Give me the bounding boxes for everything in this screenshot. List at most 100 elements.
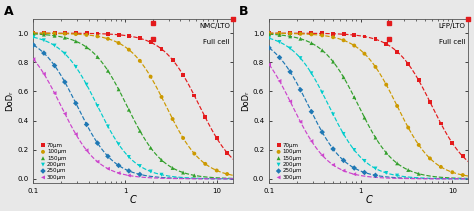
300μm: [72, 133, 80, 136]
150μm: [350, 95, 358, 99]
Legend: 70μm, 100μm, 150μm, 200μm, 250μm, 300μm: 70μm, 100μm, 150μm, 200μm, 250μm, 300μm: [276, 142, 302, 180]
150μm: [319, 49, 326, 52]
100μm: [276, 32, 283, 35]
300μm: [340, 169, 347, 172]
100μm: [201, 162, 209, 166]
100μm: [169, 117, 176, 121]
100μm: [104, 37, 112, 41]
100μm: [329, 35, 337, 39]
Point: [121, 31, 129, 35]
X-axis label: C: C: [130, 195, 137, 206]
200μm: [61, 52, 69, 55]
Text: LFP/LTO: LFP/LTO: [438, 23, 465, 29]
250μm: [372, 174, 379, 177]
100μm: [147, 75, 155, 78]
100μm: [404, 126, 412, 129]
150μm: [125, 108, 133, 111]
100μm: [448, 170, 456, 174]
150μm: [104, 69, 112, 72]
250μm: [51, 64, 58, 67]
250μm: [276, 56, 283, 59]
200μm: [51, 44, 58, 47]
300μm: [329, 163, 337, 167]
70μm: [329, 32, 337, 35]
100μm: [40, 32, 48, 35]
70μm: [30, 31, 37, 35]
100μm: [361, 52, 368, 55]
70μm: [72, 32, 80, 35]
70μm: [372, 38, 379, 41]
100μm: [308, 33, 315, 36]
200μm: [40, 39, 48, 42]
70μm: [404, 62, 412, 66]
70μm: [361, 35, 368, 38]
150μm: [276, 33, 283, 37]
70μm: [459, 155, 466, 158]
250μm: [350, 166, 358, 170]
150μm: [308, 41, 315, 45]
150μm: [297, 37, 304, 41]
Point: [357, 31, 365, 35]
70μm: [83, 32, 91, 35]
70μm: [213, 137, 220, 140]
200μm: [30, 35, 37, 39]
200μm: [276, 40, 283, 44]
100μm: [437, 165, 445, 169]
150μm: [372, 136, 379, 139]
Text: Full cell: Full cell: [439, 39, 465, 45]
300μm: [319, 154, 326, 157]
150μm: [115, 88, 122, 91]
100μm: [51, 32, 58, 35]
300μm: [308, 139, 315, 143]
70μm: [94, 32, 101, 35]
100μm: [158, 95, 165, 99]
70μm: [383, 42, 390, 46]
150μm: [94, 55, 101, 59]
150μm: [179, 171, 187, 174]
200μm: [383, 171, 390, 175]
300μm: [350, 173, 358, 176]
200μm: [308, 72, 315, 75]
100μm: [415, 143, 422, 147]
200μm: [265, 37, 273, 40]
70μm: [393, 50, 401, 53]
100μm: [179, 136, 187, 140]
300μm: [286, 100, 294, 103]
70μm: [308, 32, 315, 35]
150μm: [83, 46, 91, 49]
250μm: [340, 159, 347, 162]
150μm: [158, 158, 165, 162]
250μm: [40, 51, 48, 55]
200μm: [136, 164, 144, 168]
70μm: [201, 116, 209, 119]
150μm: [404, 168, 412, 172]
Legend: 70μm, 100μm, 150μm, 200μm, 250μm, 300μm: 70μm, 100μm, 150μm, 200μm, 250μm, 300μm: [40, 142, 67, 180]
100μm: [125, 48, 133, 51]
300μm: [104, 167, 112, 170]
300μm: [265, 63, 273, 66]
150μm: [340, 76, 347, 79]
70μm: [158, 47, 165, 51]
70μm: [426, 100, 434, 104]
100μm: [213, 169, 220, 172]
100μm: [340, 39, 347, 42]
200μm: [286, 47, 294, 50]
200μm: [372, 167, 379, 170]
70μm: [147, 41, 155, 44]
150μm: [40, 33, 48, 36]
150μm: [51, 34, 58, 37]
250μm: [329, 147, 337, 151]
70μm: [51, 31, 58, 35]
300μm: [115, 171, 122, 175]
70μm: [223, 151, 231, 154]
200μm: [361, 159, 368, 163]
Y-axis label: DoDᵣ: DoDᵣ: [6, 91, 15, 111]
100μm: [426, 157, 434, 160]
100μm: [393, 104, 401, 108]
200μm: [125, 155, 133, 159]
Y-axis label: DoDᵣ: DoDᵣ: [241, 91, 250, 111]
X-axis label: C: C: [365, 195, 372, 206]
200μm: [147, 170, 155, 173]
200μm: [83, 83, 91, 86]
100μm: [286, 32, 294, 35]
